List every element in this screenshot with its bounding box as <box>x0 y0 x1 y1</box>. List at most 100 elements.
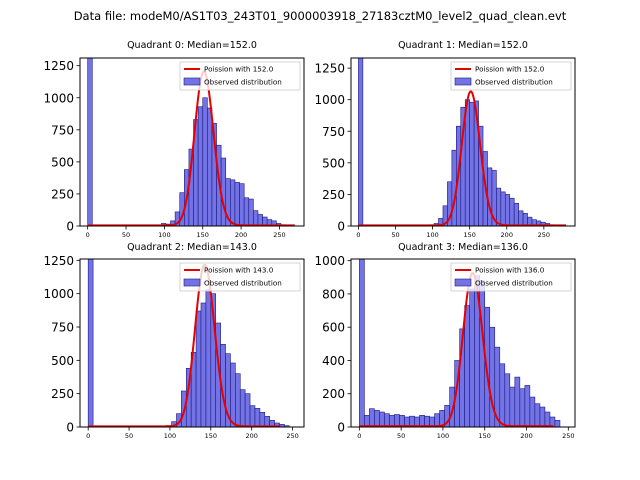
legend: Poission with 136.0 Observed distributio… <box>450 262 572 292</box>
histogram-bar <box>514 376 521 428</box>
y-tick-label: 400 <box>322 354 345 368</box>
legend-box <box>179 262 301 292</box>
y-tick-label: 750 <box>51 321 74 335</box>
x-tick-label: 250 <box>286 432 298 440</box>
histogram-bar <box>87 258 94 428</box>
histogram-bar <box>248 198 254 227</box>
histogram-bar <box>539 406 546 428</box>
histogram-bar <box>230 179 236 227</box>
histogram-bar <box>254 408 261 428</box>
histogram-bar <box>207 107 213 227</box>
x-tick-label: 100 <box>437 432 449 440</box>
y-tick-label: 0 <box>337 220 345 234</box>
histogram-bar <box>513 202 519 227</box>
histogram-bar <box>469 101 475 227</box>
poisson-curve <box>87 70 295 227</box>
histogram-bar <box>500 191 506 227</box>
x-tick-label: 0 <box>86 231 90 239</box>
histogram-bar <box>534 403 541 428</box>
histogram-bar <box>374 410 380 428</box>
y-tick-label: 1250 <box>43 59 74 73</box>
legend-label-observed: Observed distribution <box>475 279 553 288</box>
histogram-bar <box>205 289 212 428</box>
histogram-bar <box>509 386 516 428</box>
histogram-bar <box>235 373 241 428</box>
legend-bar-swatch <box>183 77 201 86</box>
legend-bar-swatch <box>183 278 201 287</box>
y-tick-label: 1000 <box>43 287 74 301</box>
poisson-curve <box>358 90 567 227</box>
x-tick-label: 200 <box>245 432 257 440</box>
y-tick-label: 1000 <box>314 93 345 107</box>
x-tick-label: 150 <box>463 231 475 239</box>
legend-box <box>450 262 572 292</box>
poisson-curve <box>359 272 554 428</box>
legend-box <box>179 61 301 91</box>
legend: Poission with 143.0 Observed distributio… <box>179 262 301 292</box>
subplot-quadrant-3: Quadrant 3: Median=136.0 0 50 100 150 200 250… <box>314 242 576 440</box>
histogram-bar <box>200 302 207 428</box>
subplot-title: Quadrant 2: Median=143.0 <box>127 242 257 253</box>
histogram-bar <box>554 420 561 428</box>
histogram-bar <box>244 393 251 428</box>
x-tick-label: 100 <box>164 432 176 440</box>
legend-label-poisson: Poission with 136.0 <box>475 266 545 275</box>
y-tick-label: 750 <box>322 125 345 139</box>
x-tick-label: 100 <box>158 231 170 239</box>
histogram-bar <box>369 408 375 428</box>
figure-title: Data file: modeM0/AS1T03_243T01_90000039… <box>74 9 567 23</box>
histogram-bar <box>202 97 208 227</box>
x-tick-label: 200 <box>235 231 247 239</box>
histogram-bar <box>464 99 470 227</box>
x-tick-label: 0 <box>86 432 90 440</box>
histogram-bar <box>243 197 250 227</box>
x-tick-label: 200 <box>501 231 513 239</box>
y-tick-label: 800 <box>322 287 345 301</box>
legend-label-observed: Observed distribution <box>475 78 553 87</box>
subplot-title: Quadrant 1: Median=152.0 <box>398 40 528 51</box>
y-tick-label: 0 <box>66 220 74 234</box>
x-tick-label: 250 <box>538 231 550 239</box>
subplot-quadrant-1: Quadrant 1: Median=152.0 0 50 100 150 200 250… <box>314 40 576 239</box>
legend-label-poisson: Poission with 152.0 <box>475 65 545 74</box>
subplot-quadrant-0: Quadrant 0: Median=152.0 0 50 100 150 200 250… <box>43 40 305 239</box>
histogram-bar <box>394 414 400 428</box>
y-tick-label: 500 <box>51 354 74 368</box>
legend-label-poisson: Poission with 143.0 <box>204 266 274 275</box>
y-tick-label: 1250 <box>314 62 345 76</box>
plot-frame <box>79 57 305 227</box>
subplot-title: Quadrant 3: Median=136.0 <box>398 242 528 253</box>
histogram-bar <box>195 310 202 428</box>
legend-box <box>450 61 572 91</box>
x-tick-label: 250 <box>273 231 285 239</box>
y-tick-label: 1000 <box>43 91 74 105</box>
histogram-bar <box>197 106 204 227</box>
legend-label-observed: Observed distribution <box>204 78 282 87</box>
x-tick-label: 150 <box>205 432 217 440</box>
histogram-bar <box>384 413 390 428</box>
y-tick-label: 1000 <box>314 254 345 268</box>
histogram-bar <box>519 388 526 428</box>
y-tick-label: 500 <box>51 155 74 169</box>
x-tick-label: 200 <box>520 432 532 440</box>
x-tick-label: 50 <box>125 432 133 440</box>
legend-bar-swatch <box>454 77 472 86</box>
legend: Poission with 152.0 Observed distributio… <box>450 61 572 91</box>
histogram-bar <box>253 210 259 227</box>
legend-bar-swatch <box>454 278 472 287</box>
y-tick-label: 200 <box>322 387 345 401</box>
y-tick-label: 0 <box>66 421 74 435</box>
histogram-bar <box>524 385 531 428</box>
histogram-bar <box>87 57 93 227</box>
x-tick-label: 0 <box>357 432 361 440</box>
y-tick-label: 250 <box>51 387 74 401</box>
histogram-bar <box>496 187 502 227</box>
histogram-bar <box>518 210 524 227</box>
histogram-bar <box>230 362 236 428</box>
histogram-bar <box>504 194 511 227</box>
plot-frame <box>350 57 576 227</box>
y-tick-label: 600 <box>322 321 345 335</box>
x-tick-label: 150 <box>479 432 491 440</box>
y-tick-label: 500 <box>322 156 345 170</box>
